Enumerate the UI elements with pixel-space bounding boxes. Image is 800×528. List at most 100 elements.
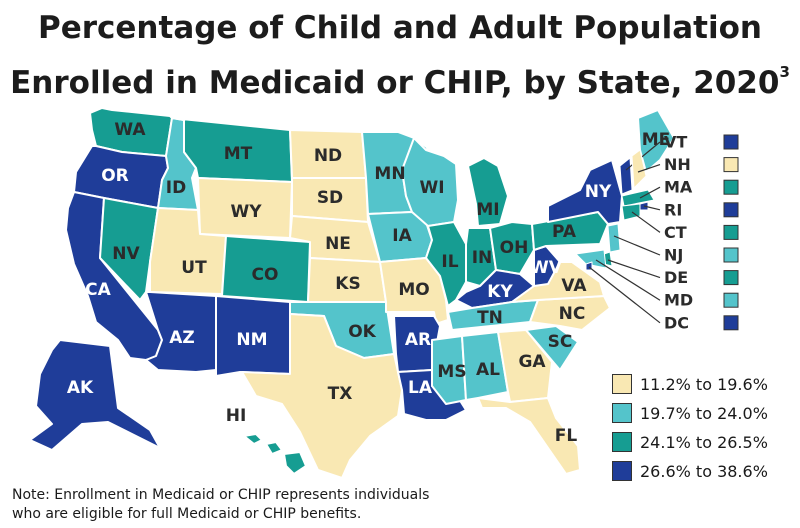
leader-line-ma bbox=[639, 186, 661, 199]
leader-line-ct bbox=[631, 211, 661, 233]
side-label-dc: DC bbox=[664, 313, 689, 332]
legend-label: 24.1% to 26.5% bbox=[640, 432, 768, 452]
state-label-pa: PA bbox=[552, 222, 577, 242]
state-label-me: ME bbox=[642, 130, 671, 150]
state-label-wi: WI bbox=[419, 178, 444, 198]
state-label-co: CO bbox=[252, 265, 279, 285]
state-label-ak: AK bbox=[67, 378, 94, 398]
state-label-ks: KS bbox=[335, 274, 360, 294]
leader-line-vt bbox=[625, 141, 661, 171]
state-label-ms: MS bbox=[437, 362, 466, 382]
note-line-2: who are eligible for full Medicaid or CH… bbox=[12, 506, 362, 522]
state-label-tn: TN bbox=[477, 308, 503, 328]
state-ny bbox=[547, 159, 623, 225]
state-fl bbox=[477, 397, 581, 475]
state-md bbox=[575, 249, 607, 269]
state-label-sc: SC bbox=[548, 332, 573, 352]
page-subtitle: Enrolled in Medicaid or CHIP, by State, … bbox=[0, 52, 800, 103]
state-vt bbox=[619, 157, 633, 195]
state-label-ga: GA bbox=[518, 352, 546, 372]
side-label-ri: RI bbox=[664, 200, 682, 219]
footnote-note: Note: Enrollment in Medicaid or CHIP rep… bbox=[12, 486, 532, 524]
state-label-nc: NC bbox=[559, 304, 586, 324]
state-hi bbox=[243, 433, 307, 475]
side-swatch-dc bbox=[723, 315, 739, 331]
state-label-nd: ND bbox=[314, 146, 342, 166]
state-label-ne: NE bbox=[325, 234, 351, 254]
state-label-la: LA bbox=[408, 378, 433, 398]
leader-line-nj bbox=[613, 235, 661, 256]
state-label-oh: OH bbox=[500, 238, 529, 258]
state-label-il: IL bbox=[441, 252, 458, 272]
state-label-tx: TX bbox=[328, 384, 353, 404]
side-label-de: DE bbox=[664, 268, 688, 287]
legend-swatch bbox=[612, 403, 632, 423]
leader-line-dc bbox=[588, 266, 661, 324]
state-ma bbox=[621, 189, 655, 207]
legend-label: 19.7% to 24.0% bbox=[640, 403, 768, 423]
side-label-ma: MA bbox=[664, 178, 693, 197]
state-nh bbox=[631, 149, 647, 189]
page-title: Percentage of Child and Adult Population bbox=[38, 10, 762, 46]
state-label-ca: CA bbox=[85, 280, 111, 300]
state-label-va: VA bbox=[561, 276, 587, 296]
legend-label: 26.6% to 38.6% bbox=[640, 461, 768, 481]
side-swatch-vt bbox=[723, 134, 739, 150]
legend-label: 11.2% to 19.6% bbox=[640, 374, 768, 394]
state-label-ky: KY bbox=[487, 282, 513, 302]
side-swatch-de bbox=[723, 270, 739, 286]
state-label-wa: WA bbox=[114, 120, 146, 140]
state-label-sd: SD bbox=[317, 188, 343, 208]
legend-item: 19.7% to 24.0% bbox=[612, 401, 768, 425]
subtitle-text: Enrolled in Medicaid or CHIP, by State, … bbox=[10, 65, 780, 101]
note-line-1: Note: Enrollment in Medicaid or CHIP rep… bbox=[12, 487, 430, 503]
state-label-mo: MO bbox=[398, 280, 429, 300]
side-swatch-ri bbox=[723, 202, 739, 218]
state-mi bbox=[467, 157, 509, 227]
side-label-nh: NH bbox=[664, 155, 691, 174]
state-label-wv: WV bbox=[530, 258, 563, 278]
side-swatch-nh bbox=[723, 157, 739, 173]
side-swatch-md bbox=[723, 292, 739, 308]
state-label-al: AL bbox=[476, 360, 500, 380]
state-label-id: ID bbox=[166, 178, 186, 198]
state-label-nv: NV bbox=[112, 244, 140, 264]
leader-line-nh bbox=[637, 164, 661, 173]
side-swatch-nj bbox=[723, 247, 739, 263]
state-label-ar: AR bbox=[405, 330, 431, 350]
state-label-hi: HI bbox=[226, 406, 247, 426]
side-label-nj: NJ bbox=[664, 246, 683, 265]
state-label-nm: NM bbox=[236, 330, 267, 350]
state-ak bbox=[29, 339, 161, 451]
state-label-ok: OK bbox=[348, 322, 376, 342]
state-label-in: IN bbox=[472, 248, 493, 268]
state-label-az: AZ bbox=[169, 328, 194, 348]
legend-swatch bbox=[612, 374, 632, 394]
map-legend: 11.2% to 19.6% 19.7% to 24.0% 24.1% to 2… bbox=[612, 372, 768, 488]
state-label-ny: NY bbox=[585, 182, 612, 202]
state-label-fl: FL bbox=[555, 426, 578, 446]
side-swatch-ct bbox=[723, 224, 739, 240]
state-al bbox=[461, 331, 509, 401]
state-label-ut: UT bbox=[181, 258, 207, 278]
states-layer bbox=[29, 107, 675, 479]
legend-item: 24.1% to 26.5% bbox=[612, 430, 768, 454]
legend-item: 11.2% to 19.6% bbox=[612, 372, 768, 396]
footnote-marker: 3 bbox=[779, 63, 790, 81]
state-tx bbox=[241, 313, 403, 479]
state-label-mn: MN bbox=[374, 164, 405, 184]
state-ms bbox=[431, 335, 467, 405]
legend-item: 26.6% to 38.6% bbox=[612, 459, 768, 483]
state-label-mi: MI bbox=[476, 200, 499, 220]
state-label-mt: MT bbox=[224, 144, 253, 164]
state-label-or: OR bbox=[101, 166, 129, 186]
side-states-layer: VT NH MA RI CT NJ DE MD DC bbox=[575, 133, 739, 332]
state-nj bbox=[607, 223, 621, 253]
side-label-md: MD bbox=[664, 291, 693, 310]
state-il bbox=[425, 221, 467, 307]
leader-line-md bbox=[595, 259, 661, 301]
state-label-ia: IA bbox=[392, 226, 412, 246]
state-ct bbox=[621, 203, 641, 221]
